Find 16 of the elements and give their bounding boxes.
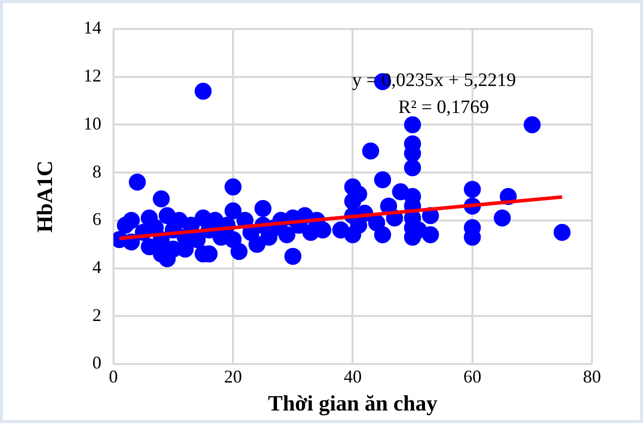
x-tick-label: 80 [583, 366, 601, 387]
x-tick-label: 0 [108, 366, 118, 387]
y-tick-label: 12 [83, 66, 102, 86]
x-axis-title: Thời gian ăn chay [268, 390, 438, 416]
x-tick-label: 20 [224, 366, 242, 387]
y-tick-label: 4 [92, 257, 102, 278]
y-tick-label: 2 [92, 304, 102, 325]
y-axis-title: HbA1C [32, 160, 57, 233]
y-tick-label: 6 [92, 209, 102, 230]
y-tick-label: 14 [83, 18, 102, 38]
y-tick-label: 10 [83, 113, 102, 134]
x-tick-label: 60 [463, 366, 482, 387]
annotation: R² = 0,1769 [398, 97, 490, 118]
x-tick-label: 40 [344, 366, 362, 387]
y-tick-label: 0 [92, 352, 102, 373]
y-tick-label: 8 [92, 161, 102, 182]
